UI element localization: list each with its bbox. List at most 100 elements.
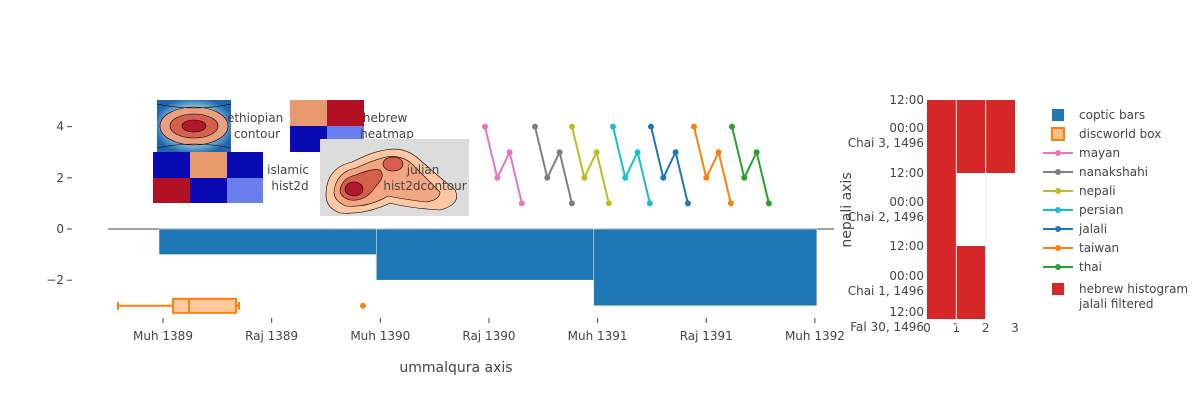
label-line: contour xyxy=(234,127,280,141)
y-tick-label: 00:00 Chai 1, 1496 xyxy=(848,269,924,298)
legend-label: jalali xyxy=(1078,222,1107,236)
y-tick-label: 00:00 Chai 3, 1496 xyxy=(848,121,924,150)
box-body xyxy=(172,297,237,314)
x-tick-label: Raj 1391 xyxy=(680,329,733,343)
label-line: islamic xyxy=(267,163,309,177)
box-outlier xyxy=(360,302,366,309)
legend-swatch-marker xyxy=(1055,188,1061,194)
coptic-bar xyxy=(593,228,818,307)
thai-point xyxy=(753,149,760,156)
x-tick-label: Muh 1389 xyxy=(133,329,193,343)
label-line: nanakshahi xyxy=(1079,165,1148,179)
legend-swatch-marker xyxy=(1055,245,1061,251)
legend-item: discworld box xyxy=(1051,127,1161,141)
mayan-point xyxy=(482,123,488,130)
taiwan-point xyxy=(691,123,697,130)
jalali-path xyxy=(650,126,689,204)
legend-item: thai xyxy=(1043,260,1102,274)
legend-item: nanakshahi xyxy=(1043,165,1148,179)
nanakshahi-point xyxy=(532,123,538,130)
taiwan-point xyxy=(727,200,734,207)
heatmap-cell xyxy=(227,152,263,178)
jalali-point xyxy=(684,200,691,207)
nanakshahi-point xyxy=(544,174,551,181)
ethiopian-contour-ring xyxy=(181,119,207,133)
islamic-hist2d-inset: islamic hist2d xyxy=(153,152,313,203)
y-tick-label: 00:00 Chai 2, 1496 xyxy=(848,195,924,224)
x-tick-label: Raj 1389 xyxy=(245,329,298,343)
legend-label: discworld box xyxy=(1079,127,1161,141)
discworld-box-series xyxy=(117,297,366,314)
nepali-point xyxy=(593,149,600,156)
label-line: persian xyxy=(1079,203,1123,217)
nanakshahi-line xyxy=(532,123,575,207)
legend-label: taiwan xyxy=(1079,241,1119,255)
jalali-point xyxy=(672,149,679,156)
y-tick-label: 12:00 xyxy=(889,93,924,107)
y-tick-label: 0 xyxy=(56,222,64,236)
mayan-point xyxy=(518,200,525,207)
label-line: 00:00 xyxy=(889,121,924,135)
x-tick-label: Raj 1390 xyxy=(462,329,515,343)
legend-item: nepali xyxy=(1043,184,1116,198)
ethiopian-contour-ring xyxy=(156,143,232,149)
ethiopian-contour-ring xyxy=(156,103,232,109)
nepali-line xyxy=(569,123,612,207)
thai-line xyxy=(729,123,772,207)
heatmap-cell xyxy=(190,152,227,178)
label-line: hist2d xyxy=(271,179,308,193)
heatmap-cell xyxy=(153,178,190,203)
legend-swatch xyxy=(1052,283,1064,295)
ethiopian-contour-label: ethiopian contour xyxy=(227,111,287,141)
x-tick-label: 2 xyxy=(982,321,990,335)
jalali-point xyxy=(648,123,654,130)
coptic-bar xyxy=(376,228,600,281)
julian-contour-ring xyxy=(344,181,364,197)
nanakshahi-point xyxy=(568,200,575,207)
taiwan-point xyxy=(703,174,710,181)
label-line: ethiopian xyxy=(227,111,283,125)
label-line: heatmap xyxy=(360,127,414,141)
thai-point xyxy=(765,200,772,207)
label-line: Chai 3, 1496 xyxy=(848,136,924,150)
islamic-hist2d-label: islamic hist2d xyxy=(267,163,313,193)
legend-item: persian xyxy=(1043,203,1123,217)
legend-label: persian xyxy=(1079,203,1123,217)
label-line: Chai 2, 1496 xyxy=(848,210,924,224)
x-tick-label: Muh 1390 xyxy=(350,329,410,343)
legend-label: nanakshahi xyxy=(1079,165,1148,179)
heatmap-cell xyxy=(290,100,327,126)
legend: coptic bars discworld box mayan nanakshahi n… xyxy=(1043,108,1188,311)
x-tick-label: 3 xyxy=(1011,321,1019,335)
legend-swatch-marker xyxy=(1055,226,1061,232)
label-line: thai xyxy=(1079,260,1102,274)
legend-item: coptic bars xyxy=(1052,108,1145,122)
label-line: 12:00 xyxy=(889,166,924,180)
label-line: Chai 1, 1496 xyxy=(848,284,924,298)
heatmap-cell xyxy=(227,178,263,203)
nanakshahi-path xyxy=(534,126,573,204)
y-tick-label: −2 xyxy=(46,273,64,287)
taiwan-path xyxy=(693,126,732,204)
x-axis-histogram: 0 1 2 3 xyxy=(923,100,1019,335)
persian-line xyxy=(610,123,653,207)
label-line: hebrew histogram xyxy=(1079,282,1188,296)
legend-swatch xyxy=(1051,127,1065,141)
legend-swatch-marker xyxy=(1055,207,1061,213)
label-line: 12:00 xyxy=(889,239,924,253)
y-axis-title-histogram: nepali axis xyxy=(839,172,855,247)
legend-item: jalali xyxy=(1043,222,1107,236)
x-tick-label: 1 xyxy=(953,321,961,335)
legend-swatch-marker xyxy=(1055,150,1061,156)
persian-point xyxy=(610,123,616,130)
coptic-bars-series xyxy=(158,228,818,307)
legend-label: nepali xyxy=(1079,184,1116,198)
label-line: 12:00 xyxy=(889,305,924,319)
persian-path xyxy=(612,126,651,204)
ethiopian-contour-inset: ethiopian contour xyxy=(156,100,287,152)
heatmap-cell xyxy=(153,152,190,178)
label-line: hist2dcontour xyxy=(383,179,466,193)
